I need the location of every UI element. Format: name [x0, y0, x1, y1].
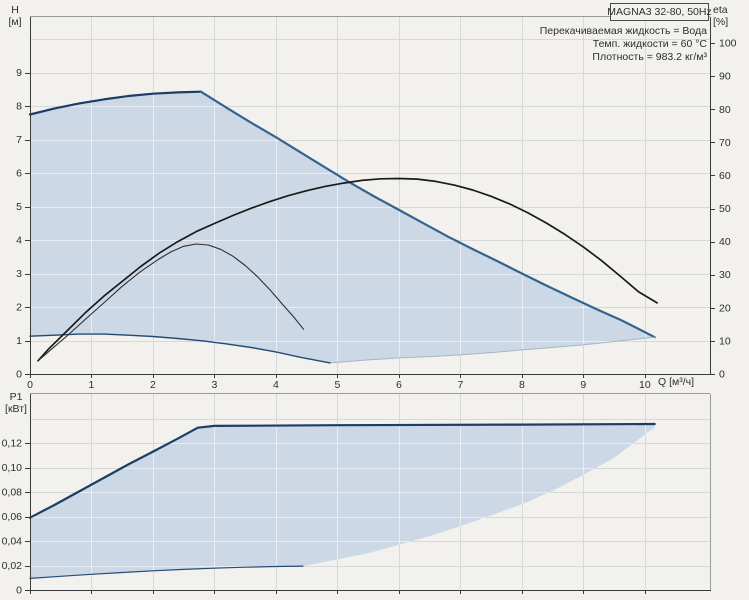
h-axis-symbol: H [11, 4, 19, 16]
svg-text:4: 4 [273, 379, 279, 391]
svg-text:6: 6 [16, 168, 22, 180]
svg-text:30: 30 [719, 269, 731, 281]
fluid-info-line: Перекачиваемая жидкость = Вода [539, 25, 707, 37]
speed-limit-line [199, 90, 656, 339]
svg-text:0,06: 0,06 [2, 511, 23, 523]
svg-text:5: 5 [16, 201, 22, 213]
chart-title-box: MAGNA3 32-80, 50Hz [607, 3, 712, 21]
svg-text:0: 0 [719, 369, 725, 381]
svg-text:5: 5 [334, 379, 340, 391]
svg-text:0,10: 0,10 [2, 462, 23, 474]
svg-text:0,02: 0,02 [2, 560, 23, 572]
power-chart: 0 0,02 0,04 0,06 0,08 0,10 0,12 [2, 393, 711, 597]
svg-text:2: 2 [150, 379, 156, 391]
svg-text:9: 9 [580, 379, 586, 391]
fluid-info: Перекачиваемая жидкость = Вода Темп. жид… [380, 25, 707, 64]
eta-curve-reduced-speed [37, 243, 305, 362]
svg-text:90: 90 [719, 71, 731, 83]
svg-text:7: 7 [16, 134, 22, 146]
power-chart-ticks: 0 0,02 0,04 0,06 0,08 0,10 0,12 [2, 438, 646, 597]
svg-text:60: 60 [719, 170, 731, 182]
svg-text:1: 1 [89, 379, 95, 391]
svg-text:0,08: 0,08 [2, 487, 23, 499]
svg-text:7: 7 [457, 379, 463, 391]
svg-text:8: 8 [16, 101, 22, 113]
p1-axis-unit: [кВт] [5, 403, 27, 415]
min-head-curve [29, 333, 331, 364]
svg-text:0,12: 0,12 [2, 438, 23, 450]
power-chart-borders [29, 393, 711, 591]
chart-title: MAGNA3 32-80, 50Hz [607, 6, 712, 18]
svg-text:10: 10 [639, 379, 651, 391]
svg-text:4: 4 [16, 235, 22, 247]
qh-eta-chart: 0 1 2 3 4 5 6 7 8 9 100123456789010203040506070809… [16, 16, 737, 391]
svg-text:70: 70 [719, 137, 731, 149]
svg-text:80: 80 [719, 104, 731, 116]
qh-eta-chart-ticks: 0 1 2 3 4 5 6 7 8 9 100123456789010203040506070809… [16, 38, 737, 391]
svg-text:6: 6 [396, 379, 402, 391]
h-axis-unit: [м] [8, 16, 22, 28]
svg-text:1: 1 [16, 335, 22, 347]
max-power-curve [28, 422, 656, 519]
svg-text:3: 3 [16, 268, 22, 280]
q-axis-label: Q [м³/ч] [658, 376, 695, 388]
h-axis-label: H [м] [0, 4, 30, 28]
svg-text:2: 2 [16, 302, 22, 314]
svg-text:10: 10 [719, 335, 731, 347]
svg-text:8: 8 [519, 379, 525, 391]
eta-curve-full-speed [37, 177, 658, 362]
p1-axis-label: P1 [кВт] [0, 391, 32, 415]
svg-text:50: 50 [719, 203, 731, 215]
svg-text:3: 3 [212, 379, 218, 391]
svg-text:20: 20 [719, 302, 731, 314]
svg-text:0: 0 [16, 585, 22, 597]
max-head-curve [28, 90, 202, 116]
min-power-curve [29, 565, 304, 579]
qh-eta-chart-envelope [30, 91, 655, 363]
eta-axis-unit: [%] [713, 16, 729, 28]
power-chart-envelope [30, 424, 655, 579]
svg-text:40: 40 [719, 236, 731, 248]
svg-text:0,04: 0,04 [2, 536, 23, 548]
fluid-info-line: Плотность = 983.2 кг/м³ [592, 51, 707, 63]
lower-right-edge [329, 336, 656, 364]
p1-axis-symbol: P1 [9, 391, 23, 403]
eta-axis-symbol: eta [713, 4, 728, 16]
svg-text:0: 0 [16, 369, 22, 381]
fluid-info-line: Темп. жидкости = 60 °C [592, 38, 707, 50]
svg-text:0: 0 [27, 379, 33, 391]
svg-text:9: 9 [16, 67, 22, 79]
svg-text:100: 100 [719, 38, 737, 50]
eta-axis-label: eta [%] [713, 4, 747, 28]
